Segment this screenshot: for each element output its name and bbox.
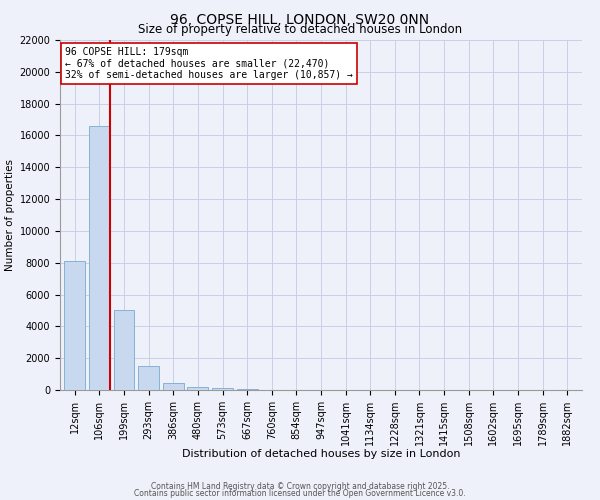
Text: Contains HM Land Registry data © Crown copyright and database right 2025.: Contains HM Land Registry data © Crown c… <box>151 482 449 491</box>
Y-axis label: Number of properties: Number of properties <box>5 159 15 271</box>
Text: Size of property relative to detached houses in London: Size of property relative to detached ho… <box>138 22 462 36</box>
Bar <box>236 389 257 390</box>
Text: Contains public sector information licensed under the Open Government Licence v3: Contains public sector information licen… <box>134 490 466 498</box>
Bar <box>138 366 159 390</box>
X-axis label: Distribution of detached houses by size in London: Distribution of detached houses by size … <box>182 450 460 460</box>
Bar <box>89 126 110 390</box>
Bar <box>212 388 233 390</box>
Text: 96 COPSE HILL: 179sqm
← 67% of detached houses are smaller (22,470)
32% of semi-: 96 COPSE HILL: 179sqm ← 67% of detached … <box>65 47 353 80</box>
Bar <box>163 384 184 390</box>
Bar <box>187 386 208 390</box>
Bar <box>113 310 134 390</box>
Text: 96, COPSE HILL, LONDON, SW20 0NN: 96, COPSE HILL, LONDON, SW20 0NN <box>170 12 430 26</box>
Bar <box>64 261 85 390</box>
